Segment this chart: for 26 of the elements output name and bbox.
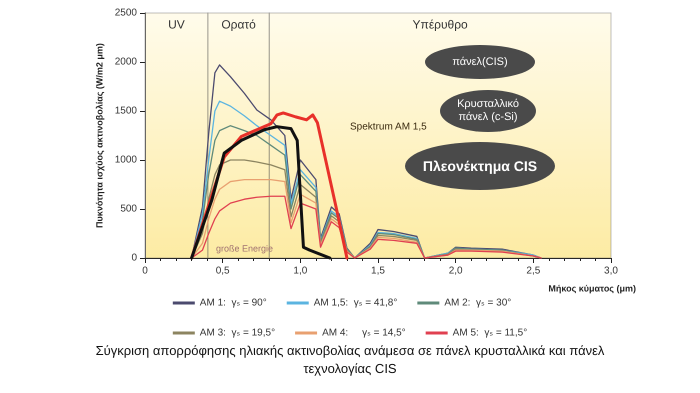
y-tick-label: 2000: [114, 56, 138, 68]
legend-label: AM 1,5: γₛ = 41,8°: [314, 298, 398, 308]
y-tick-label: 0: [131, 252, 138, 264]
legend-label: AM 3: γₛ = 19,5°: [200, 328, 276, 338]
legend-label: AM 1: γₛ = 90°: [200, 298, 267, 308]
x-tick-label: 1,0: [293, 266, 308, 276]
text: Σύγκριση απορρόφησης ηλιακής ακτινοβολίας ανάμεσα σε πάνελ κρυσταλλικά και πάνελ τεχνολογίας CIS: [94, 342, 606, 378]
y-tick-label: 1500: [114, 106, 138, 116]
y-axis-title: Πυκνότητα ισχύος ακτινοβολίας (W/m2 μm): [94, 43, 104, 228]
x-tick-label: 2,5: [526, 266, 541, 276]
y-tick-label: 1000: [114, 154, 138, 166]
x-tick-label: 3,0: [604, 266, 618, 276]
x-tick-label: 1,5: [371, 266, 386, 276]
y-tick-label: 500: [120, 204, 138, 214]
band-label: Ορατό: [221, 18, 256, 32]
legend-label: AM 2: γₛ = 30°: [444, 298, 512, 308]
band-label: UV: [168, 18, 185, 32]
x-axis-title: Μήκος κύματος (μm): [548, 284, 636, 294]
legend-label: AM 4: γₛ = 14,5°: [322, 328, 406, 338]
x-tick-label: 2,0: [448, 266, 464, 276]
band-label: Υπέρυθρο: [412, 18, 468, 32]
y-tick-label: 2500: [114, 8, 138, 18]
annotation: Spektrum AM 1,5: [350, 122, 428, 132]
legend-label: AM 5: γₛ = 11,5°: [452, 328, 528, 338]
x-tick-label: 0: [142, 266, 148, 276]
x-tick-label: 0,5: [216, 266, 230, 276]
